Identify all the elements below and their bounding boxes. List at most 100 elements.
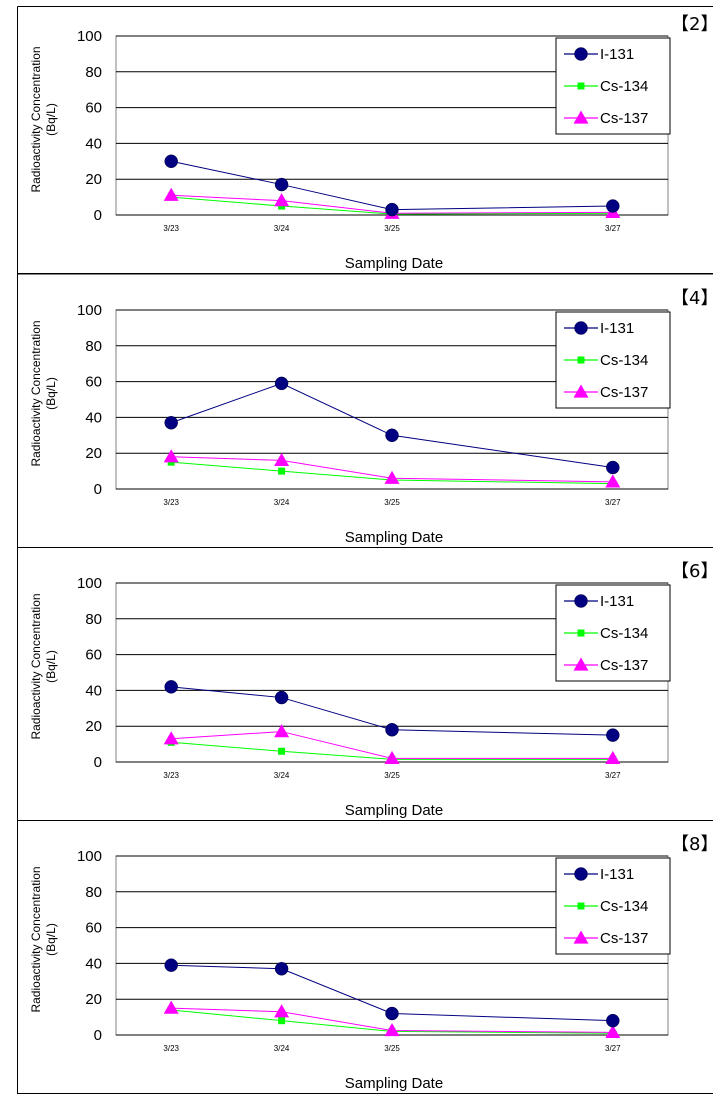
- y-axis-title: Radioactivity Concentration(Bq/L): [29, 46, 58, 192]
- legend-label: I-131: [600, 320, 634, 337]
- legend-label: Cs-134: [600, 352, 648, 369]
- legend: I-131 Cs-134 Cs-137: [555, 37, 671, 135]
- data-point-cs-137: [274, 724, 290, 738]
- series-line-cs-137: [171, 456, 613, 483]
- series-line-cs-134: [171, 461, 613, 485]
- y-tick-label: 80: [85, 338, 102, 355]
- series-line-i-131: [171, 964, 613, 1022]
- y-tick-label: 0: [94, 754, 102, 771]
- series-line-cs-134: [171, 741, 613, 760]
- data-point-i-131: [385, 1006, 399, 1021]
- chart-panel-3: 【6】 0 20 40 60 80 100 3/23 3/24 3/25 3/27 Sampling …: [17, 547, 713, 821]
- legend: I-131 Cs-134 Cs-137: [555, 584, 671, 682]
- y-tick-label: 0: [94, 1027, 102, 1044]
- series-line-cs-137: [171, 731, 613, 759]
- legend-marker-i-131: [574, 867, 588, 881]
- y-tick-label: 60: [85, 374, 102, 391]
- data-point-i-131: [385, 202, 399, 217]
- legend: I-131 Cs-134 Cs-137: [555, 311, 671, 409]
- data-point-cs-137: [163, 449, 179, 463]
- legend-marker-cs-137: [573, 384, 589, 398]
- chart-panel-1: 【2】 0 20 40 60 80 100 3/23 3/24 3/25 3/27 Sampling …: [17, 6, 713, 274]
- data-point-i-131: [606, 728, 620, 742]
- data-point-cs-137: [384, 750, 400, 765]
- x-tick-label: 3/25: [384, 224, 400, 233]
- legend-label: Cs-134: [600, 78, 648, 95]
- legend-marker-i-131: [574, 47, 588, 61]
- panel-label: 【8】: [671, 834, 713, 855]
- legend-marker-cs-137: [573, 930, 589, 944]
- y-tick-label: 80: [85, 611, 102, 628]
- legend-label: Cs-137: [600, 110, 648, 127]
- x-tick-label: 3/25: [384, 498, 400, 507]
- series-line-cs-134: [171, 1009, 613, 1034]
- y-tick-label: 40: [85, 955, 102, 972]
- y-tick-label: 20: [85, 171, 102, 188]
- y-tick-label: 20: [85, 991, 102, 1008]
- y-tick-label: 0: [94, 481, 102, 498]
- data-point-i-131: [164, 154, 178, 169]
- y-axis-title: Radioactivity Concentration(Bq/L): [29, 866, 58, 1012]
- series-line-cs-137: [171, 1007, 613, 1033]
- panel-label: 【2】: [671, 14, 713, 35]
- data-point-i-131: [164, 958, 178, 972]
- panel-label: 【4】: [671, 288, 713, 309]
- data-point-cs-134: [278, 1017, 286, 1025]
- legend-marker-cs-134: [577, 356, 585, 364]
- data-point-cs-137: [163, 1000, 179, 1014]
- data-point-cs-137: [163, 731, 179, 745]
- chart-panel-2: 【4】 0 20 40 60 80 100 3/23 3/24 3/25 3/27 Sampling …: [17, 274, 713, 548]
- x-axis-title: Sampling Date: [345, 1075, 443, 1092]
- series-line-cs-134: [171, 196, 613, 215]
- y-tick-label: 0: [94, 207, 102, 224]
- data-point-cs-137: [605, 750, 621, 765]
- data-point-i-131: [164, 680, 178, 694]
- data-point-cs-134: [278, 747, 286, 755]
- series-line-i-131: [171, 382, 613, 469]
- x-tick-label: 3/27: [605, 771, 621, 780]
- legend-label: Cs-137: [600, 930, 648, 947]
- legend: I-131 Cs-134 Cs-137: [555, 857, 671, 955]
- legend-marker-cs-134: [577, 629, 585, 637]
- series-line-i-131: [171, 160, 613, 211]
- data-point-cs-137: [605, 474, 621, 488]
- y-tick-label: 100: [77, 848, 102, 865]
- legend-marker-cs-134: [577, 82, 585, 90]
- x-tick-label: 3/24: [274, 771, 290, 780]
- chart-panel-4: 【8】 0 20 40 60 80 100 3/23 3/24 3/25 3/27 Sampling …: [17, 820, 713, 1094]
- data-point-i-131: [606, 199, 620, 213]
- x-axis-title: Sampling Date: [345, 529, 443, 546]
- y-tick-label: 20: [85, 445, 102, 462]
- data-point-i-131: [385, 428, 399, 443]
- data-point-i-131: [385, 723, 399, 737]
- data-point-cs-137: [384, 470, 400, 484]
- data-point-i-131: [274, 962, 289, 976]
- x-tick-label: 3/23: [163, 224, 179, 233]
- legend-marker-i-131: [574, 321, 588, 335]
- y-tick-label: 80: [85, 884, 102, 901]
- x-tick-label: 3/23: [163, 498, 179, 507]
- x-axis-title: Sampling Date: [345, 802, 443, 819]
- data-point-cs-137: [605, 1024, 621, 1038]
- legend-label: Cs-137: [600, 657, 648, 674]
- y-axis-title: Radioactivity Concentration(Bq/L): [29, 593, 58, 739]
- x-tick-label: 3/23: [163, 771, 179, 780]
- y-tick-label: 40: [85, 135, 102, 152]
- legend-marker-cs-134: [577, 902, 585, 910]
- data-point-i-131: [274, 177, 289, 192]
- legend-label: Cs-134: [600, 625, 648, 642]
- y-tick-label: 100: [77, 575, 102, 592]
- data-point-i-131: [274, 690, 289, 705]
- data-point-cs-137: [274, 193, 290, 207]
- y-tick-label: 60: [85, 100, 102, 117]
- data-point-cs-137: [163, 187, 179, 201]
- legend-marker-cs-137: [573, 110, 589, 124]
- legend-label: I-131: [600, 593, 634, 610]
- y-tick-label: 60: [85, 920, 102, 937]
- data-point-i-131: [606, 1013, 620, 1028]
- y-tick-label: 80: [85, 64, 102, 81]
- legend-label: I-131: [600, 46, 634, 63]
- x-tick-label: 3/27: [605, 1044, 621, 1053]
- series-line-cs-137: [171, 194, 613, 214]
- data-point-i-131: [164, 416, 178, 430]
